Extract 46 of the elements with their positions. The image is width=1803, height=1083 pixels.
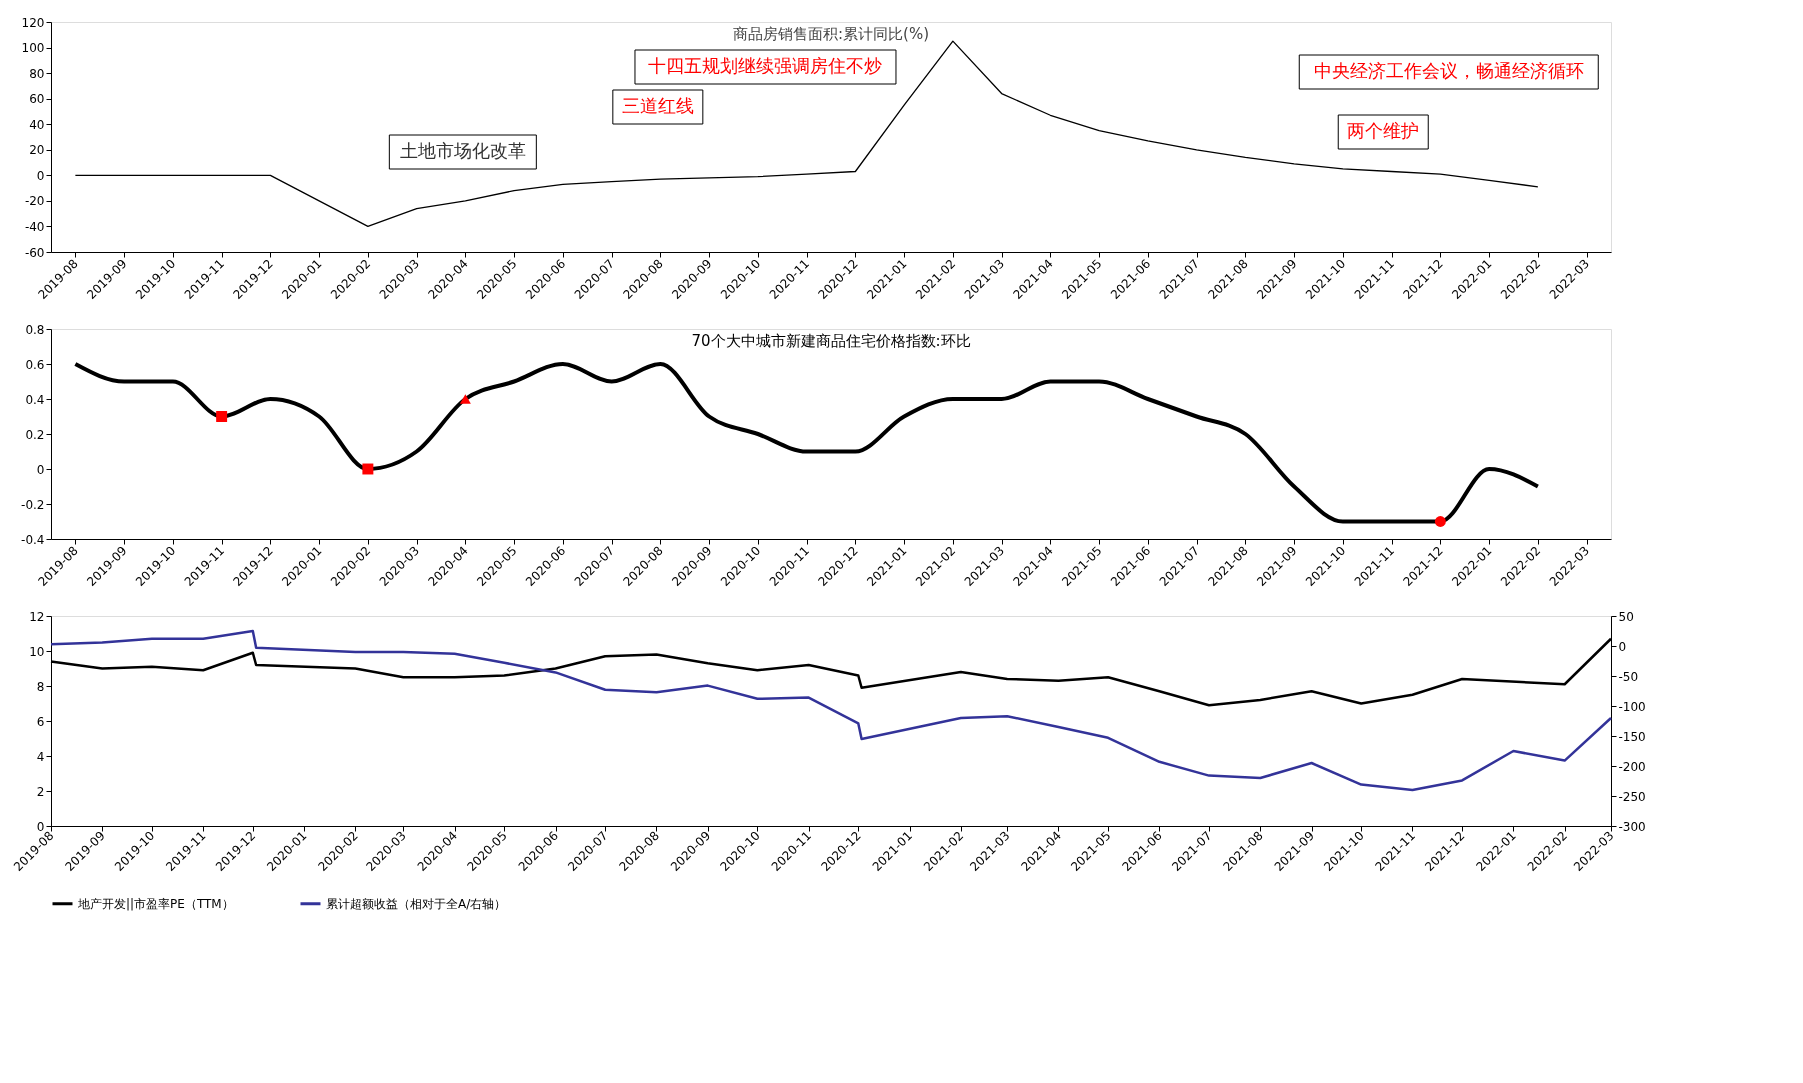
line-series bbox=[49, 629, 1613, 792]
annotation: 中央经济工作会议，畅通经济循环 bbox=[1313, 60, 1584, 81]
y2-tick-label: -150 bbox=[1618, 729, 1646, 744]
y-tick-label: 0 bbox=[36, 168, 45, 183]
y-tick-label: 120 bbox=[21, 15, 45, 30]
y2-tick-label: -200 bbox=[1618, 759, 1646, 774]
y-tick-label: 0 bbox=[36, 462, 45, 477]
legend-label: 地产开发||市盈率PE（TTM） bbox=[77, 896, 234, 911]
chart-title: 70个大中城市新建商品住宅价格指数:环比 bbox=[691, 332, 971, 350]
y-tick-label: 0 bbox=[36, 819, 45, 834]
annotation: 三道红线 bbox=[621, 95, 694, 116]
y-tick-label: 0.2 bbox=[25, 427, 45, 442]
y-tick-label: -40 bbox=[24, 219, 45, 234]
point bbox=[216, 411, 228, 422]
y-tick-label: -0.4 bbox=[21, 532, 45, 547]
point bbox=[1434, 516, 1446, 527]
legend-label: 累计超额收益（相对于全A/右轴） bbox=[326, 896, 507, 911]
y-tick-label: -0.2 bbox=[21, 497, 45, 512]
point bbox=[362, 463, 374, 475]
y2-tick-label: -250 bbox=[1618, 789, 1646, 804]
y-tick-label: 0.6 bbox=[25, 357, 45, 372]
y-tick-label: 0.4 bbox=[25, 392, 45, 407]
y-tick-label: -60 bbox=[24, 245, 45, 260]
point bbox=[459, 394, 471, 404]
y-tick-label: 0.8 bbox=[25, 322, 45, 337]
y-tick-label: 40 bbox=[29, 117, 45, 132]
annotation: 两个维护 bbox=[1347, 120, 1420, 141]
y-tick-label: 6 bbox=[36, 714, 45, 729]
y-tick-label: -20 bbox=[24, 194, 45, 209]
y2-tick-label: 50 bbox=[1618, 609, 1634, 624]
y-tick-label: 8 bbox=[36, 679, 45, 694]
y-tick-label: 2 bbox=[36, 784, 45, 799]
y-tick-label: 4 bbox=[36, 749, 45, 764]
y2-tick-label: -100 bbox=[1618, 699, 1646, 714]
annotation: 十四五规划继续强调房住不炒 bbox=[648, 55, 883, 76]
y-tick-label: 60 bbox=[29, 92, 45, 107]
annotation: 土地市场化改革 bbox=[399, 140, 526, 161]
y-tick-label: 80 bbox=[29, 66, 45, 81]
y-tick-label: 100 bbox=[21, 41, 45, 56]
y-tick-label: 10 bbox=[29, 644, 45, 659]
chart-title: 商品房销售面积:累计同比(%) bbox=[732, 25, 930, 43]
y-tick-label: 20 bbox=[29, 143, 45, 158]
y2-tick-label: 0 bbox=[1618, 639, 1627, 654]
y2-tick-label: -300 bbox=[1618, 819, 1646, 834]
y2-tick-label: -50 bbox=[1618, 669, 1639, 684]
y-tick-label: 12 bbox=[29, 609, 45, 624]
